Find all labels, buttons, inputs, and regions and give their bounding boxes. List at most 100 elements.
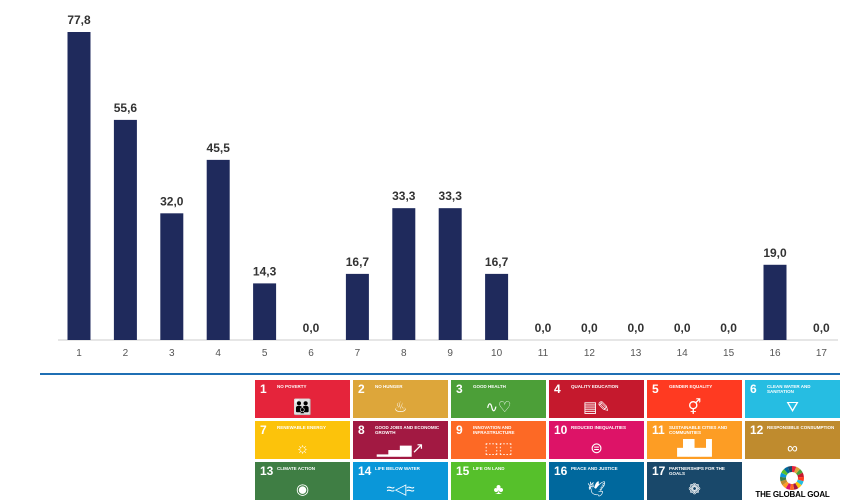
x-tick-label-16: 16 <box>769 348 781 359</box>
sdg-name: Partnerships for the goals <box>669 466 725 476</box>
sdg-number: 16 <box>554 464 568 478</box>
sdg-name: Life on land <box>473 466 505 471</box>
divider-line <box>40 373 840 375</box>
bar-5 <box>253 283 277 340</box>
bars-group <box>67 32 787 340</box>
global-goals-logo-text: THE GLOBAL GOAL <box>755 490 830 499</box>
sdg-name: Quality education <box>571 384 619 389</box>
bar-4 <box>206 159 230 340</box>
sdg-name: Peace and justice <box>571 466 618 471</box>
sdg-name: Responsible consumption <box>767 425 835 430</box>
buildings-icon: ▟▙▟ <box>677 440 712 457</box>
sdg-tile-13: 13 Climate action ◉ <box>255 462 350 500</box>
value-label-14: 0,0 <box>674 321 691 335</box>
x-tick-label-2: 2 <box>123 348 129 359</box>
rainbow-wheel-icon <box>780 466 804 490</box>
bar-7 <box>345 273 369 340</box>
infinity-icon: ∞ <box>787 440 798 457</box>
sun-icon: ☼ <box>295 440 310 457</box>
x-tick-label-14: 14 <box>677 348 689 359</box>
sdg-number: 12 <box>750 423 764 437</box>
sdg-tile-2: 2 No hunger ♨ <box>353 380 448 418</box>
sdg-name: No poverty <box>277 384 307 389</box>
sdg-number: 8 <box>358 423 365 437</box>
sdg-tile-15: 15 Life on land ♣ <box>451 462 546 500</box>
value-label-12: 0,0 <box>581 321 598 335</box>
equals-icon: ⊜ <box>590 440 603 457</box>
x-tick-labels-group: 1 2 3 4 5 6 7 8 9 10 11 12 13 14 15 16 17 <box>76 348 827 359</box>
x-tick-label-5: 5 <box>262 348 268 359</box>
value-label-17: 0,0 <box>813 321 830 335</box>
sdg-number: 14 <box>358 464 372 478</box>
sdg-number: 17 <box>652 464 666 478</box>
sdg-number: 11 <box>652 423 665 437</box>
sdg-tile-11: 11 Sustainable cities and communities ▟▙▟ <box>647 421 742 459</box>
sdg-tile-10: 10 Reduced inequalities ⊜ <box>549 421 644 459</box>
sdg-tile-8: 8 Good jobs and economic growth ▁▃▅↗ <box>353 421 448 459</box>
sdg-tile-6: 6 Clean water and sanitation ⛛ <box>745 380 840 418</box>
value-label-1: 77,8 <box>67 13 91 27</box>
eye-globe-icon: ◉ <box>295 481 310 498</box>
x-tick-label-4: 4 <box>215 348 221 359</box>
x-tick-label-9: 9 <box>447 348 453 359</box>
sdg-name: Good health <box>473 384 506 389</box>
sdg-number: 4 <box>554 382 561 396</box>
water-icon: ⛛ <box>786 399 799 416</box>
sdg-tile-4: 4 Quality education ▤✎ <box>549 380 644 418</box>
bar-chart: 77,8 55,6 32,0 45,5 14,3 0,0 16,7 33,3 33,3 16,7 0… <box>58 13 838 359</box>
sdg-name: No hunger <box>375 384 403 389</box>
bar-3 <box>160 213 184 340</box>
sdg-number: 3 <box>456 382 463 396</box>
sdg-name: Gender equality <box>669 384 713 389</box>
sdg-name: Climate action <box>277 466 315 471</box>
bar-10 <box>485 273 509 340</box>
value-label-15: 0,0 <box>720 321 737 335</box>
bar-16 <box>763 264 787 340</box>
value-label-5: 14,3 <box>253 264 277 278</box>
sdg-name: Good jobs and economic growth <box>375 425 440 435</box>
value-label-11: 0,0 <box>535 321 552 335</box>
sdg-number: 9 <box>456 423 463 437</box>
sdg-number: 7 <box>260 423 267 437</box>
value-label-6: 0,0 <box>303 321 320 335</box>
sdg-name: Clean water and sanitation <box>767 384 811 394</box>
sdg-tile-7: 7 Renewable energy ☼ <box>255 421 350 459</box>
value-label-7: 16,7 <box>346 255 370 269</box>
x-tick-label-13: 13 <box>630 348 642 359</box>
tree-icon: ♣ <box>493 481 504 498</box>
gender-icon: ⚥ <box>687 399 702 416</box>
bowl-icon: ♨ <box>393 399 408 416</box>
sdg-tile-14: 14 Life below water ≈◁≈ <box>353 462 448 500</box>
x-tick-label-10: 10 <box>491 348 503 359</box>
bar-2 <box>113 119 137 340</box>
sdg-name: Sustainable cities and communities <box>669 425 728 435</box>
bar-8 <box>392 208 416 340</box>
sdg-number: 1 <box>260 382 267 396</box>
sdg-number: 6 <box>750 382 757 396</box>
value-label-9: 33,3 <box>439 189 463 203</box>
value-label-8: 33,3 <box>392 189 416 203</box>
value-label-16: 19,0 <box>763 246 787 260</box>
x-tick-label-8: 8 <box>401 348 407 359</box>
value-label-13: 0,0 <box>627 321 644 335</box>
x-tick-label-17: 17 <box>816 348 828 359</box>
growth-chart-icon: ▁▃▅↗ <box>376 440 425 457</box>
heartbeat-icon: ∿♡ <box>485 399 512 416</box>
value-label-4: 45,5 <box>207 141 231 155</box>
x-tick-label-12: 12 <box>584 348 596 359</box>
cubes-icon: ⬚⬚ <box>484 440 513 457</box>
sdg-tile-1: 1 No poverty 👪 <box>255 380 350 418</box>
sdg-tile-3: 3 Good health ∿♡ <box>451 380 546 418</box>
sdg-tile-12: 12 Responsible consumption ∞ <box>745 421 840 459</box>
sdg-tile-9: 9 Innovation and infrastructure ⬚⬚ <box>451 421 546 459</box>
sdg-tile-17: 17 Partnerships for the goals ❁ <box>647 462 742 500</box>
value-labels-group: 77,8 55,6 32,0 45,5 14,3 0,0 16,7 33,3 33,3 16,7 0… <box>67 13 830 335</box>
book-icon: ▤✎ <box>583 399 610 416</box>
x-tick-label-1: 1 <box>76 348 82 359</box>
sdg-number: 5 <box>652 382 659 396</box>
sdg-tile-5: 5 Gender equality ⚥ <box>647 380 742 418</box>
value-label-10: 16,7 <box>485 255 509 269</box>
x-tick-label-3: 3 <box>169 348 175 359</box>
people-icon: 👪 <box>293 399 312 416</box>
sdg-number: 13 <box>260 464 274 478</box>
